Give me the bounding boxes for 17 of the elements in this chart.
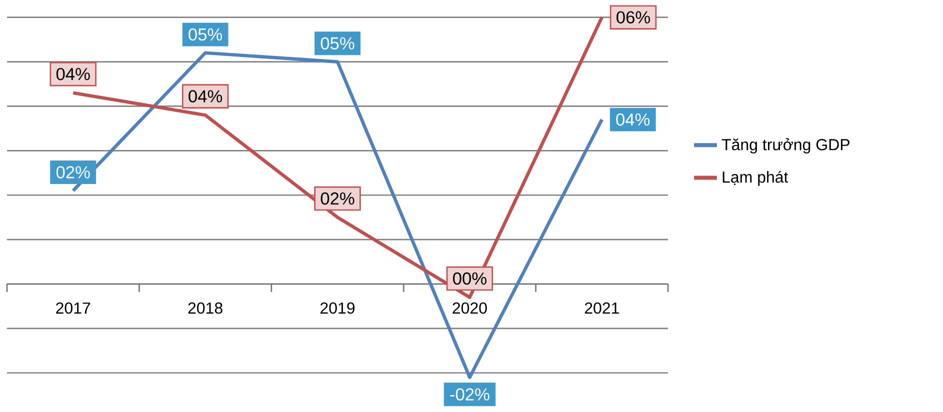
- data-label: 04%: [616, 113, 650, 126]
- data-label: 05%: [188, 28, 222, 41]
- legend-label: Lạm phát: [722, 170, 788, 186]
- data-label: 04%: [188, 90, 222, 102]
- data-label: 05%: [320, 37, 354, 50]
- data-label: 02%: [320, 192, 354, 205]
- data-label: 04%: [56, 68, 90, 80]
- x-tick-label: 2019: [320, 302, 355, 314]
- data-label: 06%: [616, 11, 650, 24]
- x-tick-label: 2018: [188, 302, 222, 314]
- data-label: 00%: [453, 272, 486, 285]
- legend-label: Tăng trưởng GDP: [722, 138, 850, 154]
- data-label: 02%: [56, 166, 90, 178]
- data-label: -02%: [450, 388, 490, 401]
- x-tick-label: 2020: [452, 302, 487, 314]
- x-tick-label: 2021: [584, 302, 619, 314]
- x-tick-label: 2017: [56, 302, 90, 314]
